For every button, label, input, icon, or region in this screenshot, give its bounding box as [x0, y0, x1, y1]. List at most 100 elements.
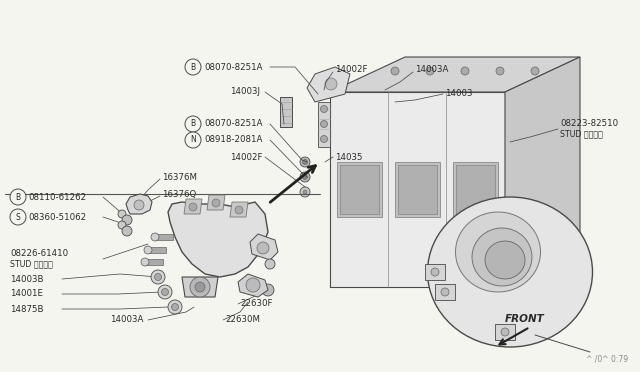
Circle shape: [118, 221, 126, 229]
Text: FRONT: FRONT: [505, 314, 545, 324]
Polygon shape: [168, 202, 268, 277]
Text: 08070-8251A: 08070-8251A: [204, 119, 262, 128]
Text: STUD スタッド: STUD スタッド: [10, 260, 53, 269]
Polygon shape: [182, 277, 218, 297]
Circle shape: [212, 199, 220, 207]
Circle shape: [531, 67, 539, 75]
Text: 14002F: 14002F: [230, 153, 262, 161]
Polygon shape: [230, 202, 248, 217]
Polygon shape: [250, 234, 278, 260]
Text: S: S: [15, 212, 20, 221]
Text: 08110-61262: 08110-61262: [28, 192, 86, 202]
Circle shape: [172, 304, 179, 311]
Text: 14002F: 14002F: [335, 65, 367, 74]
Circle shape: [303, 160, 307, 164]
Polygon shape: [207, 195, 225, 210]
Circle shape: [122, 215, 132, 225]
Ellipse shape: [485, 241, 525, 279]
Text: 16376M: 16376M: [162, 173, 197, 182]
Circle shape: [235, 206, 243, 214]
Circle shape: [461, 67, 469, 75]
Text: 08226-61410: 08226-61410: [10, 250, 68, 259]
Polygon shape: [453, 162, 498, 217]
Circle shape: [303, 174, 307, 180]
Circle shape: [122, 226, 132, 236]
Circle shape: [300, 187, 310, 197]
Circle shape: [161, 289, 168, 295]
Polygon shape: [307, 67, 350, 102]
Text: B: B: [191, 119, 196, 128]
Ellipse shape: [428, 197, 593, 347]
Text: 14003: 14003: [445, 90, 472, 99]
Text: 14003J: 14003J: [230, 87, 260, 96]
Polygon shape: [398, 165, 437, 214]
Polygon shape: [318, 102, 330, 147]
Text: 14003A: 14003A: [110, 315, 143, 324]
Ellipse shape: [456, 212, 541, 292]
Circle shape: [185, 116, 201, 132]
Text: 08360-51062: 08360-51062: [28, 212, 86, 221]
Polygon shape: [155, 234, 173, 240]
Text: 16376Q: 16376Q: [162, 189, 196, 199]
Polygon shape: [145, 259, 163, 265]
Circle shape: [321, 135, 328, 142]
Text: B: B: [15, 192, 20, 202]
Text: B: B: [191, 62, 196, 71]
Polygon shape: [495, 324, 515, 340]
Polygon shape: [184, 199, 202, 214]
Circle shape: [154, 273, 161, 280]
Polygon shape: [330, 57, 580, 92]
Circle shape: [190, 277, 210, 297]
Text: N: N: [190, 135, 196, 144]
Circle shape: [300, 172, 310, 182]
Polygon shape: [505, 57, 580, 287]
Polygon shape: [435, 284, 455, 300]
Circle shape: [441, 288, 449, 296]
Circle shape: [195, 282, 205, 292]
Polygon shape: [340, 165, 379, 214]
Circle shape: [189, 203, 197, 211]
Circle shape: [10, 209, 26, 225]
Circle shape: [321, 106, 328, 112]
Text: 14003A: 14003A: [415, 65, 449, 74]
Polygon shape: [330, 92, 505, 287]
Circle shape: [134, 200, 144, 210]
Circle shape: [501, 328, 509, 336]
Circle shape: [246, 278, 260, 292]
Circle shape: [303, 190, 307, 194]
Text: 22630F: 22630F: [240, 299, 273, 308]
Circle shape: [496, 67, 504, 75]
Text: 14875B: 14875B: [10, 305, 44, 314]
Text: 08918-2081A: 08918-2081A: [204, 135, 262, 144]
Circle shape: [185, 132, 201, 148]
Circle shape: [300, 157, 310, 167]
Polygon shape: [337, 162, 382, 217]
Polygon shape: [395, 162, 440, 217]
Circle shape: [168, 300, 182, 314]
Polygon shape: [126, 194, 152, 214]
Circle shape: [118, 210, 126, 218]
Text: 14003B: 14003B: [10, 275, 44, 283]
Circle shape: [144, 246, 152, 254]
Text: 08223-82510: 08223-82510: [560, 119, 618, 128]
Circle shape: [10, 189, 26, 205]
Circle shape: [185, 59, 201, 75]
Circle shape: [426, 67, 434, 75]
Text: ^ /0^ 0:79: ^ /0^ 0:79: [586, 355, 628, 364]
Text: 14001E: 14001E: [10, 289, 43, 298]
Text: 22630M: 22630M: [225, 315, 260, 324]
Circle shape: [325, 78, 337, 90]
Text: 08070-8251A: 08070-8251A: [204, 62, 262, 71]
Polygon shape: [148, 247, 166, 253]
Polygon shape: [280, 97, 292, 127]
Circle shape: [151, 270, 165, 284]
Text: STUD スタッド: STUD スタッド: [560, 129, 603, 138]
Polygon shape: [330, 252, 580, 287]
Polygon shape: [456, 165, 495, 214]
Circle shape: [391, 67, 399, 75]
Ellipse shape: [472, 228, 532, 286]
Polygon shape: [425, 264, 445, 280]
Text: 14035: 14035: [335, 153, 362, 161]
Circle shape: [431, 268, 439, 276]
Circle shape: [321, 121, 328, 128]
